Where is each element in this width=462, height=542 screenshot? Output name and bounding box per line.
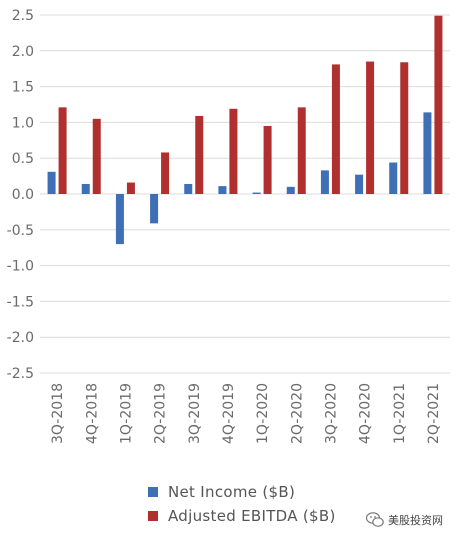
bar-adjusted-ebitda: [263, 125, 272, 194]
x-tick-label: 2Q-2019: [153, 383, 169, 444]
bar-adjusted-ebitda: [331, 64, 340, 195]
y-tick-label: 1.0: [12, 115, 34, 131]
bar-adjusted-ebitda: [229, 108, 238, 194]
legend-item-adjusted-ebitda: Adjusted EBITDA ($B): [148, 504, 336, 528]
x-axis: 3Q-2018 4Q-2018 1Q-2019 2Q-2019 3Q-2019 4Q-20…: [50, 383, 442, 444]
legend-label: Adjusted EBITDA ($B): [168, 507, 336, 525]
bar-net-income: [184, 183, 193, 194]
y-axis: 2.5 2.0 1.5 1.0 0.5 0.0 -0.5 -1.0 -1.5 -2.0 -2.5: [7, 8, 34, 382]
bar-net-income: [252, 192, 261, 194]
y-tick-label: 1.5: [12, 80, 34, 96]
y-tick-label: 2.5: [12, 8, 34, 24]
x-tick-label: 3Q-2018: [50, 383, 66, 444]
bar-net-income: [81, 183, 90, 194]
x-tick-label: 3Q-2019: [187, 383, 203, 444]
x-tick-label: 4Q-2019: [221, 383, 237, 444]
watermark-text: 美股投资网: [388, 514, 443, 527]
x-tick-label: 1Q-2021: [392, 383, 408, 444]
x-tick-label: 4Q-2018: [84, 383, 100, 444]
bar-adjusted-ebitda: [195, 115, 204, 194]
bar-adjusted-ebitda: [58, 107, 67, 194]
x-tick-label: 1Q-2019: [118, 383, 134, 444]
y-tick-label: -0.5: [7, 223, 34, 239]
bar-adjusted-ebitda: [92, 118, 101, 194]
legend-label: Net Income ($B): [168, 483, 296, 501]
y-tick-label: 0.5: [12, 151, 34, 167]
legend-swatch: [148, 487, 158, 497]
bar-adjusted-ebitda: [366, 61, 375, 194]
bar-net-income: [355, 174, 364, 194]
bar-adjusted-ebitda: [161, 152, 170, 194]
bars: [47, 15, 443, 245]
x-tick-label: 2Q-2020: [289, 383, 305, 444]
y-tick-label: -1.0: [7, 259, 34, 275]
bar-net-income: [423, 112, 432, 194]
y-tick-label: 0.0: [12, 187, 34, 203]
bar-adjusted-ebitda: [126, 182, 135, 194]
legend-swatch: [148, 511, 158, 521]
y-tick-label: -2.0: [7, 330, 34, 346]
bar-net-income: [115, 194, 124, 245]
x-tick-label: 1Q-2020: [255, 383, 271, 444]
legend: Net Income ($B) Adjusted EBITDA ($B): [148, 480, 336, 528]
y-tick-label: 2.0: [12, 44, 34, 60]
bar-net-income: [389, 162, 398, 194]
bar-net-income: [320, 170, 329, 194]
bar-adjusted-ebitda: [297, 107, 306, 194]
watermark: 美股投资网: [366, 512, 443, 528]
x-tick-label: 3Q-2020: [323, 383, 339, 444]
y-tick-label: -2.5: [7, 366, 34, 382]
bar-net-income: [150, 194, 159, 224]
y-tick-label: -1.5: [7, 294, 34, 310]
wechat-icon: [366, 512, 384, 527]
bar-adjusted-ebitda: [400, 62, 409, 195]
bar-adjusted-ebitda: [434, 15, 443, 194]
bar-net-income: [286, 186, 295, 194]
bar-net-income: [47, 171, 56, 194]
x-tick-label: 2Q-2021: [426, 383, 442, 444]
x-tick-label: 4Q-2020: [358, 383, 374, 444]
grid-lines: [40, 14, 450, 374]
bar-net-income: [218, 186, 227, 194]
legend-item-net-income: Net Income ($B): [148, 480, 336, 504]
chart: 2.5 2.0 1.5 1.0 0.5 0.0 -0.5 -1.0 -1.5 -2.0 -2.5 3…: [7, 8, 450, 444]
